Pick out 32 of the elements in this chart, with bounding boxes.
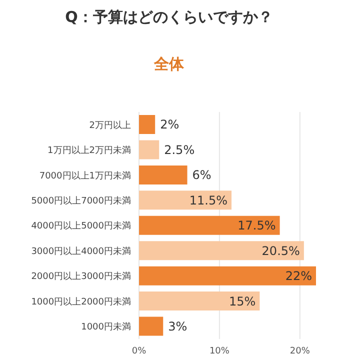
y-tick-label: 1000円未満 [81,322,131,333]
x-tick-label: 20% [290,346,310,356]
bar [139,266,316,286]
y-tick-label: 5000円以上7000円未満 [31,195,131,206]
y-tick-label: 2万円以上 [89,120,131,131]
x-tick-label: 0% [132,346,147,356]
data-label: 17.5% [238,218,276,233]
bar [139,292,260,311]
x-tick-label: 10% [209,346,230,356]
bar [139,190,232,210]
bar [139,165,188,184]
bar [139,115,156,134]
bar [139,316,164,336]
y-tick-label: 7000円以上1万円未満 [39,170,131,182]
y-tick-label: 1000円以上2000円未満 [31,296,131,308]
data-label: 2.5% [164,142,195,157]
bar [139,140,160,160]
data-label: 20.5% [262,244,300,258]
chart-title: Q：予算はどのくらいですか？ [64,8,274,27]
y-tick-label: 1万円以上2万円未満 [48,145,131,156]
bar [139,241,304,260]
data-label: 6% [192,168,212,182]
data-label: 2% [160,118,180,132]
data-label: 3% [168,319,188,334]
chart-subtitle: 全体 [152,55,185,74]
data-label: 15% [229,294,256,308]
data-label: 22% [285,269,312,284]
y-tick-label: 3000円以上4000円未満 [31,246,131,257]
y-tick-label: 2000円以上3000円未満 [31,271,131,282]
bar [139,216,280,235]
y-tick-label: 4000円以上5000円未満 [31,220,131,232]
data-label: 11.5% [189,193,228,208]
